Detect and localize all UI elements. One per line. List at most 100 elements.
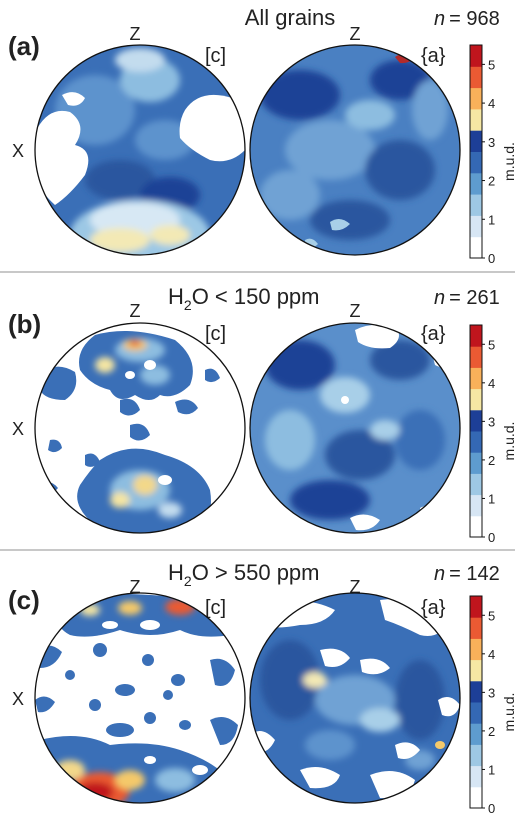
x-axis-label: X	[12, 419, 24, 439]
colorbar-tick-label: 3	[488, 414, 495, 429]
panel-label-b: (b)	[8, 309, 41, 339]
z-axis-label: Z	[130, 577, 141, 597]
colorbar-tick-label: 4	[488, 96, 495, 111]
panel-title-b: H2O < 150 ppm	[168, 284, 320, 313]
colorbar-tick-label: 2	[488, 724, 495, 739]
colorbar-segment	[470, 388, 482, 411]
title-rest: O < 150 ppm	[192, 284, 320, 309]
colorbar-segment	[470, 172, 482, 195]
colorbar-segment	[470, 409, 482, 432]
pole-figure-outline	[249, 322, 461, 534]
colorbar-tick-label: 4	[488, 647, 495, 662]
n-symbol-b: n	[434, 287, 445, 309]
z-axis-label: Z	[350, 301, 361, 321]
c-axis-label: [c]	[205, 597, 226, 619]
colorbar-tick-label: 3	[488, 685, 495, 700]
panel-label-a: (a)	[8, 31, 40, 61]
pole-figure-outline	[249, 592, 461, 804]
colorbar-tick-label: 5	[488, 337, 495, 352]
colorbar-tick-label: 5	[488, 57, 495, 72]
colorbar-segment	[470, 596, 482, 618]
colorbar-segment	[470, 617, 482, 639]
colorbar-segment	[470, 87, 482, 110]
colorbar-segment	[470, 45, 482, 67]
c-axis-label: [c]	[205, 45, 226, 67]
panel-title-c: H2O > 550 ppm	[168, 560, 320, 589]
title-h: H	[168, 284, 184, 309]
panel-title-a: All grains	[245, 5, 335, 30]
colorbar: 0 1 2 3 4 5 m.u.d.	[469, 324, 515, 545]
colorbar-tick-label: 1	[488, 491, 495, 506]
colorbar-segment	[470, 194, 482, 216]
title-subscript: 2	[184, 573, 192, 589]
colorbar-segment	[470, 702, 482, 724]
colorbar-segment	[470, 786, 482, 809]
pole-figure-outline	[34, 44, 246, 256]
colorbar-segment	[470, 723, 482, 745]
n-value-a: = 968	[449, 8, 500, 30]
colorbar-tick-label: 2	[488, 174, 495, 189]
colorbar-segment	[470, 108, 482, 131]
x-axis-label: X	[12, 141, 24, 161]
pole-figure-outline	[249, 44, 461, 256]
colorbar-segment	[470, 659, 482, 682]
colorbar-tick-label: 0	[488, 530, 495, 545]
pole-figure-a-a	[250, 45, 460, 255]
panel-a: (a) All grains n = 968 Z Z X [c] {a}	[8, 5, 500, 256]
z-axis-label: Z	[350, 577, 361, 597]
a-axis-label: {a}	[421, 323, 446, 345]
colorbar-tick-label: 0	[488, 251, 495, 266]
panel-b: (b) H2O < 150 ppm n = 261 Z Z X [c] {a}	[8, 284, 500, 534]
colorbar-tick-label: 3	[488, 135, 495, 150]
colorbar-tick-label: 0	[488, 801, 495, 816]
colorbar-segment	[470, 744, 482, 767]
colorbar-label: m.u.d.	[501, 142, 515, 181]
pole-figure-c-c	[35, 593, 245, 803]
colorbar-segment	[470, 236, 482, 259]
colorbar: 0 1 2 3 4 5 m.u.d.	[469, 44, 515, 266]
colorbar-segment	[470, 130, 482, 152]
n-value-c: = 142	[449, 563, 500, 585]
x-axis-label: X	[12, 689, 24, 709]
a-axis-label: {a}	[421, 45, 446, 67]
sample-count-b: n = 261	[434, 287, 500, 309]
colorbar-segment	[470, 325, 482, 347]
title-rest: O > 550 ppm	[192, 560, 320, 585]
colorbar-segment	[470, 515, 482, 538]
pole-figure-a-b	[250, 323, 460, 533]
colorbar-segment	[470, 151, 482, 174]
sample-count-c: n = 142	[434, 563, 500, 585]
colorbar-label: m.u.d.	[501, 422, 515, 461]
colorbar-frame	[469, 595, 483, 809]
colorbar-frame	[469, 44, 483, 259]
colorbar-segment	[470, 765, 482, 788]
pole-figure-c-b	[35, 323, 245, 533]
c-axis-label: [c]	[205, 323, 226, 345]
panel-label-c: (c)	[8, 585, 40, 615]
colorbar-segment	[470, 473, 482, 496]
colorbar-tick-label: 1	[488, 212, 495, 227]
a-axis-label: {a}	[421, 597, 446, 619]
z-axis-label: Z	[350, 24, 361, 44]
z-axis-label: Z	[130, 24, 141, 44]
title-h: H	[168, 560, 184, 585]
colorbar-segment	[470, 431, 482, 453]
colorbar: 0 1 2 3 4 5 m.u.d.	[469, 595, 515, 816]
z-axis-label: Z	[130, 301, 141, 321]
colorbar-segment	[470, 215, 482, 238]
n-symbol-a: n	[434, 8, 445, 30]
n-symbol-c: n	[434, 563, 445, 585]
title-subscript: 2	[184, 297, 192, 313]
panel-c: (c) H2O > 550 ppm n = 142 Z Z X [c] {a}	[8, 560, 500, 804]
colorbar-label: m.u.d.	[501, 693, 515, 732]
colorbar-tick-label: 1	[488, 762, 495, 777]
colorbar-segment	[470, 494, 482, 517]
n-value-b: = 261	[449, 287, 500, 309]
sample-count-a: n = 968	[434, 8, 500, 30]
colorbar-tick-label: 4	[488, 376, 495, 391]
colorbar-segment	[470, 367, 482, 390]
colorbars: 0 1 2 3 4 5 m.u.d. 0 1 2 3 4 5 m.u.d. 0 1 2 3 4 5 m.u.d.	[469, 44, 515, 816]
colorbar-frame	[469, 324, 483, 538]
pole-figure-a-c	[250, 593, 460, 803]
